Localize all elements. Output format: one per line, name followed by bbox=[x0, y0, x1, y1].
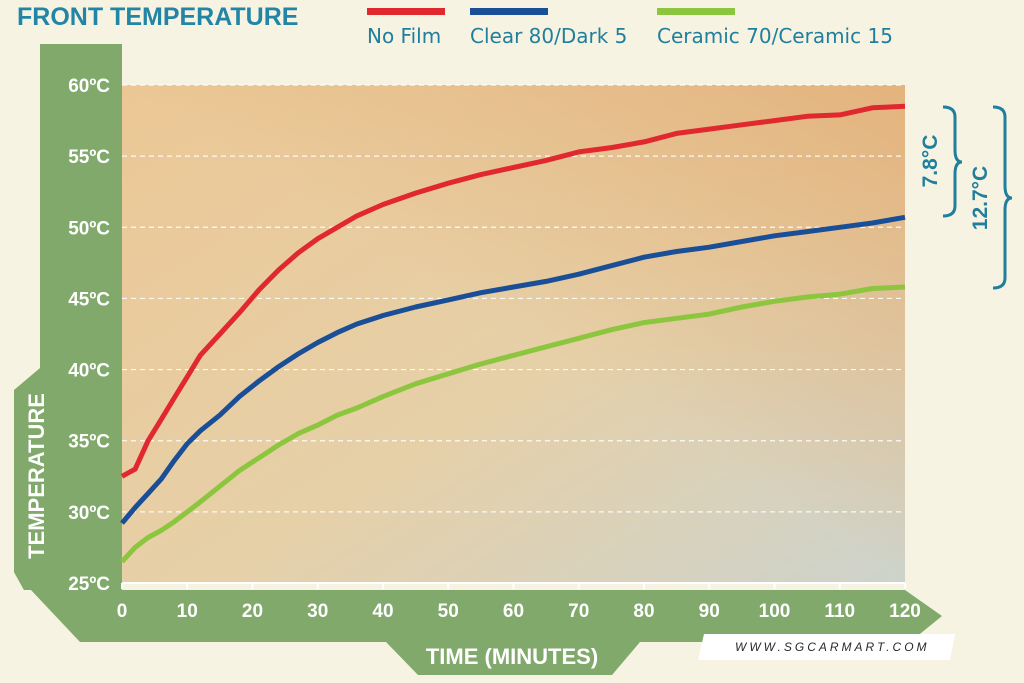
difference-annotations: 7.8°C 12.7°C bbox=[919, 105, 1013, 290]
y-tick-label: 50ºC bbox=[68, 218, 110, 239]
x-tick-label: 90 bbox=[699, 601, 720, 622]
legend-swatch-clear80-dark5 bbox=[470, 8, 548, 15]
x-tick-label: 100 bbox=[759, 601, 791, 622]
watermark: WWW.SGCARMART.COM bbox=[698, 634, 955, 660]
y-tick-labels: 25ºC 30ºC 35ºC 40ºC 45ºC 50ºC 55ºC 60ºC bbox=[68, 76, 110, 595]
x-tick-label: 40 bbox=[372, 601, 393, 622]
legend-label-clear80-dark5: Clear 80/Dark 5 bbox=[470, 24, 627, 48]
y-tick-label: 55ºC bbox=[68, 147, 110, 168]
y-tick-label: 40ºC bbox=[68, 361, 110, 382]
x-tick-label: 10 bbox=[177, 601, 198, 622]
x-tick-label: 110 bbox=[824, 601, 855, 622]
series-line-ceramic-70-ceramic-15 bbox=[120, 284, 906, 564]
x-tick-label: 0 bbox=[117, 601, 128, 622]
y-tick-label: 35ºC bbox=[68, 432, 110, 453]
legend-label-no-film: No Film bbox=[367, 24, 441, 48]
x-tick-label: 60 bbox=[503, 601, 524, 622]
chart-title: FRONT TEMPERATURE bbox=[17, 3, 298, 31]
y-tick-label: 60ºC bbox=[68, 76, 110, 97]
annotation-12-7-label: 12.7°C bbox=[969, 166, 992, 230]
x-tick-label: 30 bbox=[307, 601, 328, 622]
y-tick-label: 25ºC bbox=[68, 574, 110, 595]
series-line-no-film bbox=[120, 103, 906, 479]
bracket-7-8 bbox=[942, 105, 963, 218]
legend: No Film Clear 80/Dark 5 Ceramic 70/Ceram… bbox=[367, 8, 893, 48]
plot-area-overlay bbox=[122, 85, 905, 583]
x-tick-label: 20 bbox=[242, 601, 263, 622]
annotation-7-8-label: 7.8°C bbox=[919, 135, 942, 188]
x-tick-label: 70 bbox=[568, 601, 589, 622]
watermark-banner bbox=[698, 634, 955, 660]
watermark-text: WWW.SGCARMART.COM bbox=[735, 640, 930, 654]
legend-swatch-no-film bbox=[367, 8, 445, 15]
x-tick-label: 50 bbox=[438, 601, 459, 622]
x-tick-label: 80 bbox=[633, 601, 654, 622]
y-axis-title: TEMPERATURE bbox=[24, 393, 49, 559]
x-tick-labels: 0 10 20 30 40 50 60 70 80 90 100 110 120 bbox=[117, 583, 921, 622]
y-axis-frame bbox=[14, 44, 122, 590]
x-axis-title: TIME (MINUTES) bbox=[426, 644, 598, 669]
legend-swatch-ceramic70-ceramic15 bbox=[657, 8, 735, 15]
y-tick-label: 45ºC bbox=[68, 289, 110, 310]
legend-label-ceramic70-ceramic15: Ceramic 70/Ceramic 15 bbox=[657, 24, 893, 48]
x-tick-label: 120 bbox=[889, 601, 921, 622]
x-axis-frame bbox=[14, 572, 942, 675]
bracket-12-7 bbox=[992, 105, 1013, 290]
y-tick-label: 30ºC bbox=[68, 503, 110, 524]
series-lines bbox=[120, 103, 906, 564]
series-line-clear-80-dark-5 bbox=[120, 214, 906, 525]
